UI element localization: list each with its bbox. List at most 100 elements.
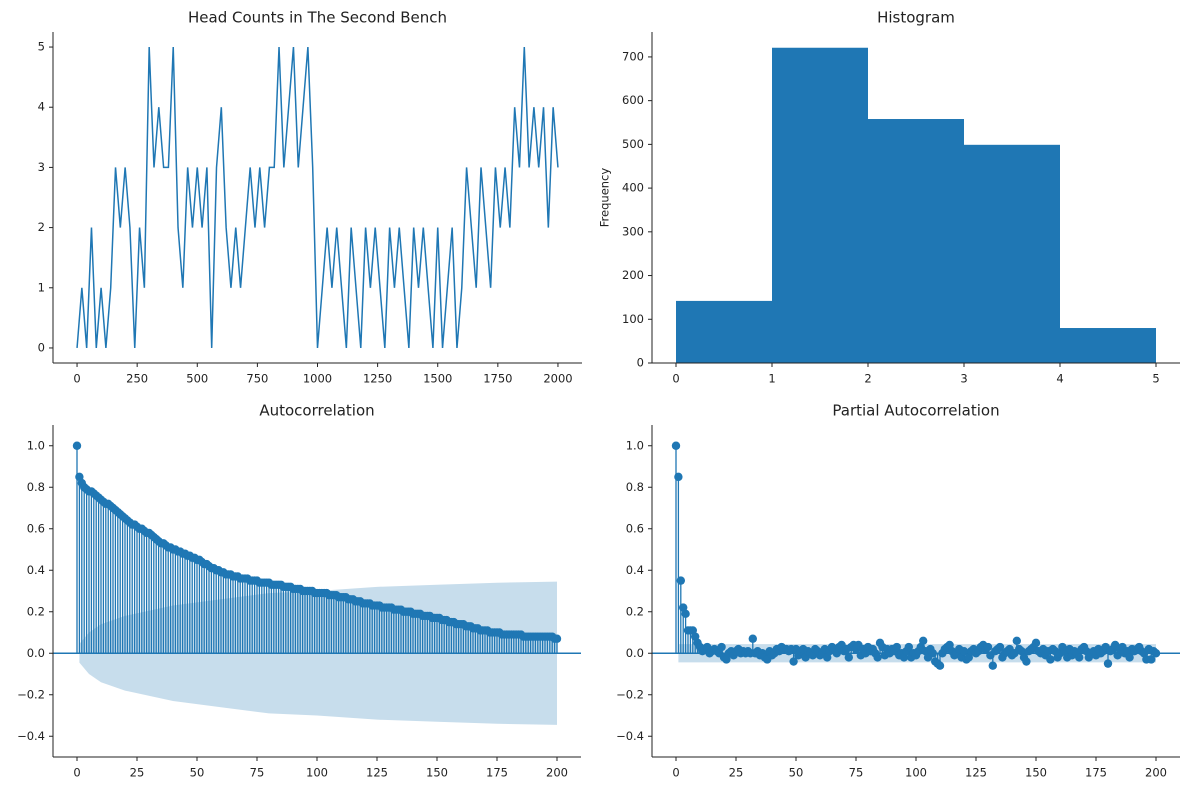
y-tick-label: 3 [38, 160, 45, 174]
x-tick-label: 3 [960, 372, 967, 386]
y-tick-label: 0 [637, 356, 644, 370]
x-tick-label: 0 [672, 372, 679, 386]
y-tick-label: 0.0 [626, 646, 644, 660]
y-tick-label: 5 [38, 40, 45, 54]
stem-marker [676, 576, 685, 585]
x-tick-label: 1750 [483, 372, 512, 386]
series-line [76, 46, 559, 349]
stem-marker [1151, 649, 1161, 658]
stem-marker [919, 636, 928, 645]
y-tick-label: 0.8 [27, 480, 45, 494]
x-tick-label: 2 [864, 372, 871, 386]
stem-marker [789, 657, 798, 666]
stem-marker [1147, 655, 1156, 664]
y-tick-label: 2 [38, 220, 45, 234]
x-tick-label: 500 [186, 372, 208, 386]
y-tick-label: −0.2 [616, 687, 644, 701]
stem-marker [983, 642, 993, 652]
stem-marker [904, 642, 913, 652]
y-tick-label: 0.4 [626, 563, 644, 577]
stem-marker [748, 634, 757, 643]
hist-bar [676, 300, 772, 363]
y-tick-label: 0.2 [626, 604, 644, 618]
x-tick-label: 25 [130, 766, 145, 780]
x-tick-label: 200 [1145, 766, 1167, 780]
x-tick-label: 100 [306, 766, 328, 780]
y-axis-label: Frequency [598, 168, 612, 228]
x-tick-label: 50 [190, 766, 205, 780]
x-tick-label: 175 [486, 766, 508, 780]
chart-title: Partial Autocorrelation [832, 402, 999, 420]
stem-marker [935, 661, 945, 670]
y-tick-label: 0.6 [626, 521, 644, 535]
stem-marker [995, 642, 1005, 652]
x-tick-label: 5 [1152, 372, 1159, 386]
y-tick-label: 400 [622, 181, 644, 195]
stem-marker [717, 642, 726, 652]
x-tick-label: 4 [1056, 372, 1063, 386]
x-tick-label: 125 [366, 766, 388, 780]
x-tick-label: 25 [729, 766, 744, 780]
x-tick-label: 0 [672, 766, 679, 780]
y-tick-label: 1.0 [626, 438, 644, 452]
stem-marker [844, 653, 853, 662]
hist-bar [964, 144, 1060, 363]
y-tick-label: 1.0 [27, 438, 45, 452]
y-tick-label: 0 [38, 340, 45, 354]
chart-title: Head Counts in The Second Bench [188, 9, 447, 27]
y-tick-label: 100 [622, 312, 644, 326]
stem-marker [674, 472, 683, 482]
x-tick-label: 100 [905, 766, 927, 780]
stem-marker [552, 634, 562, 643]
chart-title: Histogram [877, 9, 955, 27]
y-tick-label: 300 [622, 224, 644, 238]
x-tick-label: 1 [768, 372, 775, 386]
y-tick-label: 0.2 [27, 604, 45, 618]
y-tick-label: 1 [38, 280, 45, 294]
x-tick-label: 1500 [423, 372, 452, 386]
y-tick-label: 200 [622, 268, 644, 282]
stem-marker [988, 661, 997, 670]
stem-marker [1012, 636, 1021, 645]
x-tick-label: 0 [73, 372, 80, 386]
chart-title: Autocorrelation [259, 402, 374, 420]
stem-marker [671, 441, 681, 450]
x-tick-label: 250 [126, 372, 148, 386]
x-tick-label: 50 [789, 766, 804, 780]
stem-marker [1075, 653, 1084, 662]
x-tick-label: 150 [1025, 766, 1047, 780]
hist-bar [1060, 328, 1156, 363]
stem-marker [1103, 659, 1113, 668]
x-tick-label: 200 [546, 766, 568, 780]
y-tick-label: 500 [622, 137, 644, 151]
stem-marker [873, 653, 882, 662]
y-tick-label: 0.4 [27, 563, 45, 577]
stem-marker [1022, 657, 1031, 666]
y-tick-label: −0.4 [616, 729, 644, 743]
y-tick-label: 4 [38, 100, 45, 114]
x-tick-label: 2000 [543, 372, 572, 386]
y-tick-label: 0.0 [27, 646, 45, 660]
y-tick-label: −0.4 [17, 729, 45, 743]
x-tick-label: 75 [250, 766, 265, 780]
stem-marker [681, 609, 690, 619]
y-tick-label: −0.2 [17, 687, 45, 701]
stem-marker [72, 441, 82, 450]
x-tick-label: 750 [246, 372, 268, 386]
x-tick-label: 0 [73, 766, 80, 780]
y-tick-label: 600 [622, 93, 644, 107]
stem-marker [1031, 638, 1041, 648]
x-tick-label: 1250 [363, 372, 392, 386]
x-tick-label: 1000 [303, 372, 332, 386]
x-tick-label: 125 [965, 766, 987, 780]
stem-marker [1046, 655, 1055, 664]
hist-bar [868, 119, 964, 363]
y-tick-label: 0.6 [27, 521, 45, 535]
y-tick-label: 700 [622, 49, 644, 63]
stem-marker [892, 642, 901, 652]
x-tick-label: 75 [849, 766, 864, 780]
stem-marker [1125, 653, 1134, 662]
x-tick-label: 150 [426, 766, 448, 780]
hist-bar [772, 47, 868, 363]
